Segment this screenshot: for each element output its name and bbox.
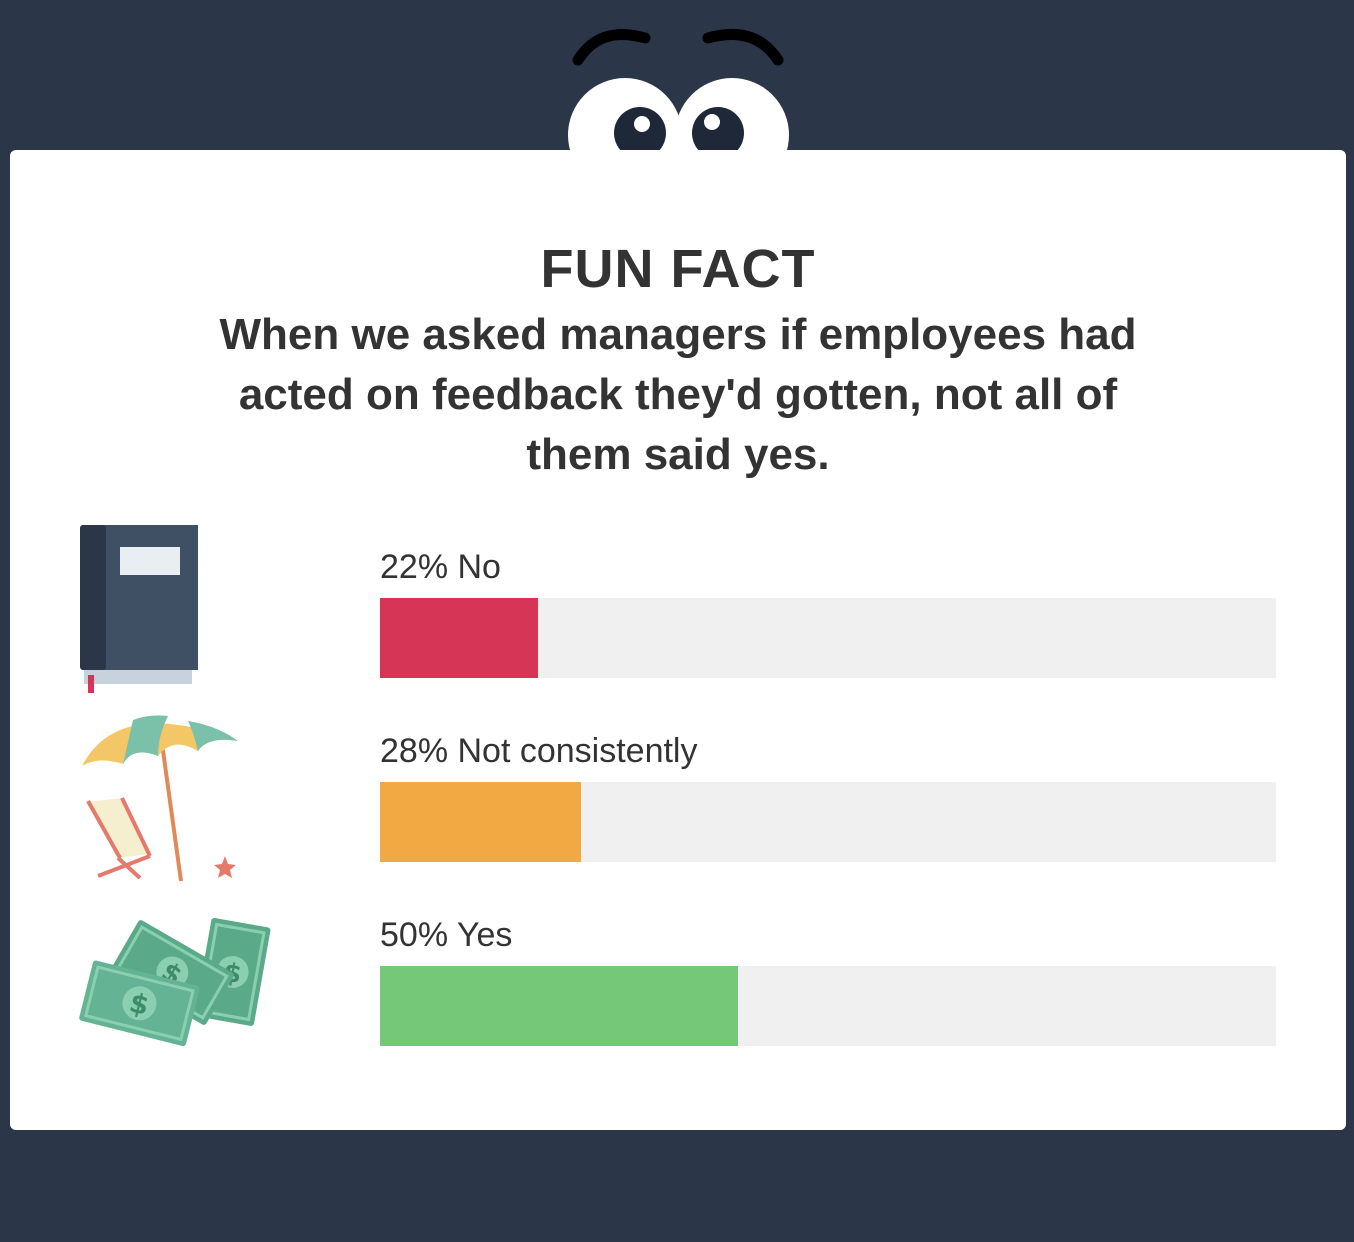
money-icon: $ $ $ [79,917,271,1047]
book-icon [80,525,198,693]
page-title: FUN FACT [540,239,816,299]
bar-fill-no [380,598,538,678]
bar-label-yes: 50% Yes [380,916,513,954]
peeking-eyes-icon [568,29,789,155]
bar-track-no [380,598,1276,678]
fun-fact-card: FUN FACT When we asked managers if emplo… [10,150,1346,1130]
beach-umbrella-icon [82,715,238,882]
bar-fill-not-consistently [380,782,581,862]
bar-label-no: 22% No [380,548,501,586]
subtitle: When we asked managers if employees had … [219,310,1137,479]
bar-track-not-consistently [380,782,1276,862]
bar-track-yes [380,966,1276,1046]
bar-label-not-consistently: 28% Not consistently [380,732,698,770]
bar-fill-yes [380,966,739,1046]
